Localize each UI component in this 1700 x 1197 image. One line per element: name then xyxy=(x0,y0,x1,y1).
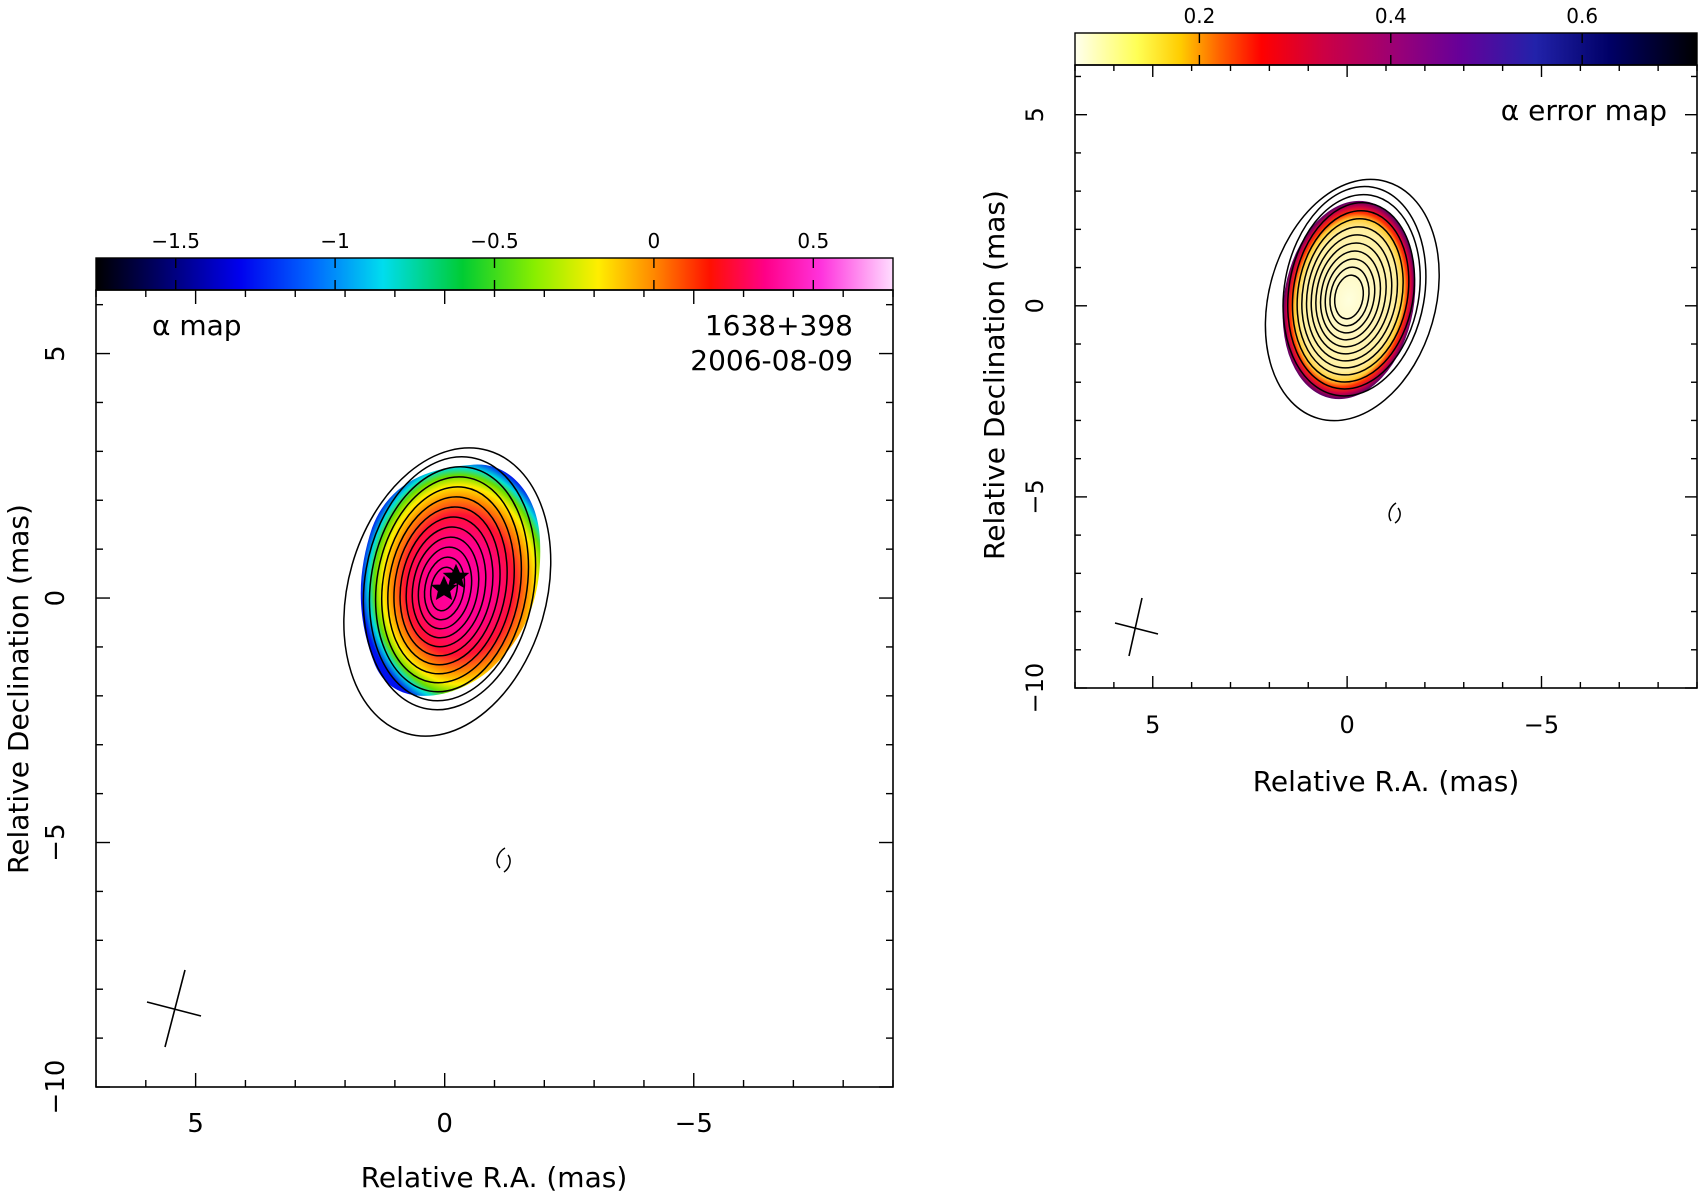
error-map-contours xyxy=(1264,178,1440,422)
alpha-map-y-axis-label: Relative Declination (mas) xyxy=(2,504,35,874)
contour-line xyxy=(1315,242,1387,348)
alpha-map-panel: −1.5 −1 −0.5 0 0.5 5 0 −5 −10 −5 0 5 α map 1638+39… xyxy=(2,229,894,1194)
contour-line xyxy=(1310,234,1393,355)
contour-line xyxy=(1324,258,1376,334)
y-tick-label: 0 xyxy=(41,590,71,607)
y-tick-label: 5 xyxy=(41,345,71,362)
error-map-frame xyxy=(1074,64,1698,689)
contour-line xyxy=(411,536,480,639)
alpha-map-title: α map xyxy=(152,309,242,342)
colorbar-tick-label: 0.4 xyxy=(1375,4,1407,28)
colorbar-tick-label: 0.5 xyxy=(797,229,829,253)
contour-line xyxy=(380,486,516,684)
contour-line xyxy=(343,447,552,737)
y-tick-label: 5 xyxy=(1021,107,1049,122)
x-tick-label: 5 xyxy=(1145,711,1160,739)
colorbar-tick-label: 0.2 xyxy=(1183,4,1215,28)
contour-line xyxy=(374,476,523,693)
alpha-map-small-contour xyxy=(496,847,511,873)
error-map-axis-ticks: 5 0 −5 −10 −5 0 5 xyxy=(1021,65,1698,739)
contour-line xyxy=(423,556,466,621)
x-tick-label: 0 xyxy=(436,1109,453,1139)
contour-line xyxy=(1264,178,1440,422)
contour-line xyxy=(429,566,459,612)
x-tick-label: −5 xyxy=(1524,711,1559,739)
colorbar-tick-label: 0.6 xyxy=(1566,4,1598,28)
contour-line xyxy=(1291,201,1416,383)
contour-line xyxy=(1301,218,1404,369)
alpha-map-date-label: 2006-08-09 xyxy=(690,344,853,377)
contour-line xyxy=(417,546,473,630)
alpha-colorbar-ticks: −1.5 −1 −0.5 0 0.5 xyxy=(151,229,829,290)
contour-line xyxy=(1305,226,1399,362)
colorbar-tick-label: −1.5 xyxy=(151,229,200,253)
contour-line xyxy=(387,496,508,675)
colorbar-tick-label: −1 xyxy=(320,229,349,253)
error-map-plot-area xyxy=(1114,178,1440,657)
y-tick-label: 0 xyxy=(1021,298,1049,313)
contour-line xyxy=(368,466,530,702)
x-tick-label: 0 xyxy=(1339,711,1354,739)
beam-cross xyxy=(1114,597,1159,657)
contour-line xyxy=(1333,274,1365,320)
alpha-map-frame xyxy=(95,289,894,1088)
contour-line xyxy=(1282,185,1427,397)
colorbar-tick-label: −0.5 xyxy=(470,229,519,253)
error-map-x-axis-label: Relative R.A. (mas) xyxy=(1253,765,1520,798)
alpha-map-axis-ticks: 5 0 −5 −10 −5 0 5 xyxy=(41,290,894,1139)
colorbar-tick-label: 0 xyxy=(648,229,661,253)
alpha-error-map-panel: 0.2 0.4 0.6 5 0 −5 −10 −5 0 5 α error map Relati… xyxy=(978,4,1698,798)
contour-line xyxy=(1319,250,1382,341)
beam-cross xyxy=(146,969,202,1048)
error-colorbar xyxy=(1074,32,1698,66)
error-map-y-axis-label: Relative Declination (mas) xyxy=(978,190,1011,560)
error-map-title: α error map xyxy=(1501,94,1667,127)
error-colorbar-ticks: 0.2 0.4 0.6 xyxy=(1183,4,1598,65)
alpha-map-plot-area xyxy=(146,447,552,1048)
contour-line xyxy=(1286,193,1421,390)
y-tick-label: −5 xyxy=(1021,479,1049,514)
contour-line xyxy=(405,526,487,648)
y-tick-label: −5 xyxy=(41,823,71,861)
x-tick-label: −5 xyxy=(675,1109,713,1139)
contour-line xyxy=(393,506,501,666)
y-tick-label: −10 xyxy=(41,1060,71,1115)
contour-line xyxy=(362,455,537,711)
contour-line xyxy=(1329,266,1370,327)
alpha-map-x-axis-label: Relative R.A. (mas) xyxy=(361,1161,628,1194)
contour-line xyxy=(399,516,494,657)
error-map-small-contour xyxy=(1388,502,1401,524)
y-tick-label: −10 xyxy=(1021,663,1049,714)
x-tick-label: 5 xyxy=(187,1109,204,1139)
alpha-map-contours xyxy=(343,447,552,737)
alpha-map-source-label: 1638+398 xyxy=(705,309,853,342)
contour-line xyxy=(1296,209,1410,376)
